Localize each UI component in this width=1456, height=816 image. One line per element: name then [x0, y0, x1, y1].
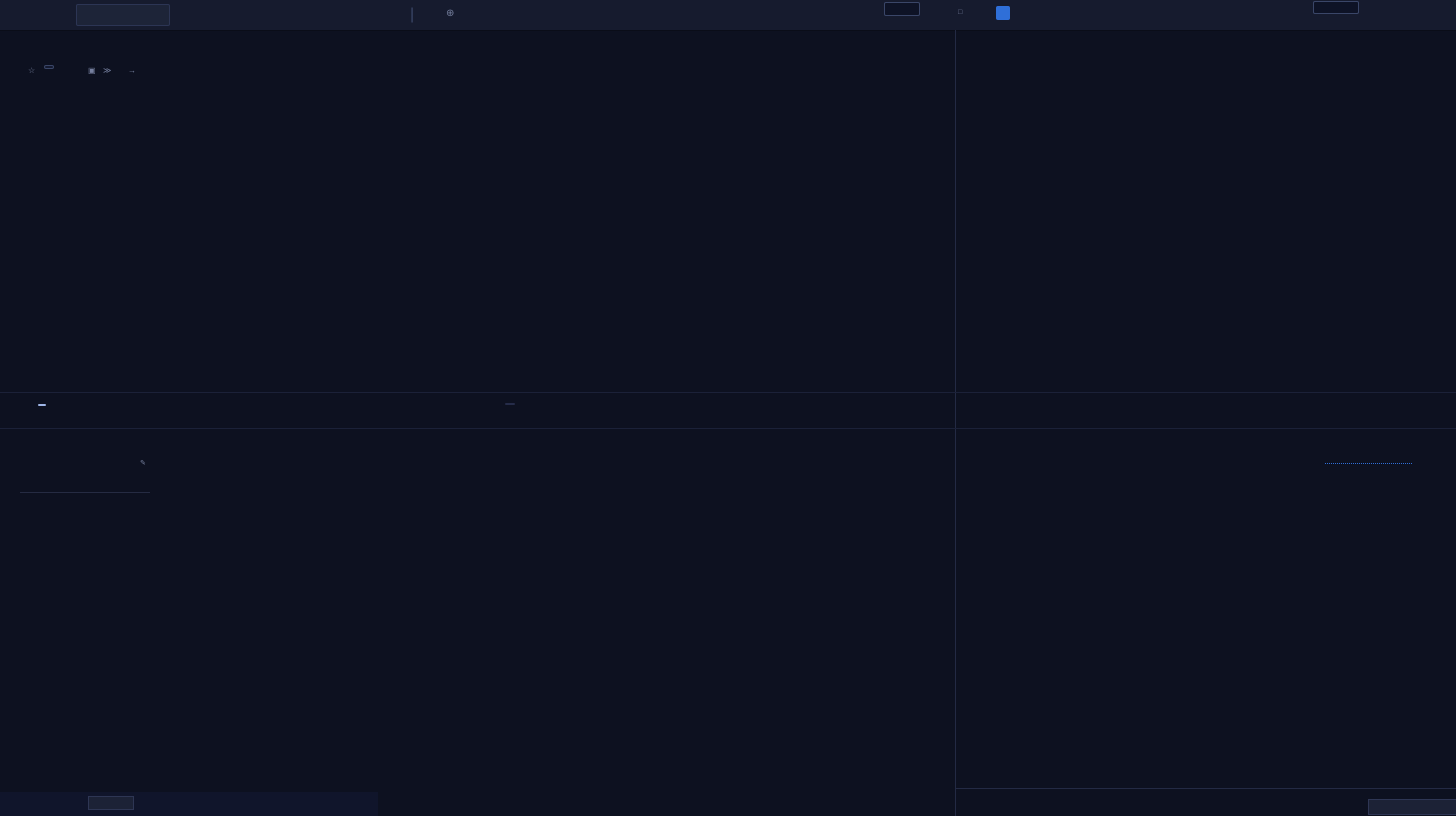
rady-button[interactable]: [88, 796, 134, 810]
refresh-icon[interactable]: □: [958, 9, 963, 16]
h-divider-2: [0, 428, 1456, 429]
symbol-chip[interactable]: [38, 404, 46, 406]
star-icon[interactable]: ☆: [28, 66, 36, 75]
pencil-icon[interactable]: ✎: [140, 460, 146, 467]
copy-icon[interactable]: ▣: [88, 66, 96, 75]
watchlist-filter[interactable]: [44, 65, 54, 69]
workspace-badge[interactable]: [76, 4, 170, 26]
topbar-separator: |: [410, 6, 415, 23]
h-divider-1: [0, 392, 1456, 393]
footer-bar: [0, 792, 378, 816]
arrow-icon[interactable]: →: [128, 66, 136, 75]
indicators-button[interactable]: [505, 403, 515, 405]
top-bar: | ⊕ □: [0, 0, 1456, 31]
topbar-mini-input-2[interactable]: [1313, 1, 1359, 14]
h-divider-3: [956, 788, 1456, 789]
br-link-dots: [1325, 463, 1412, 464]
cloud-version-button[interactable]: [1368, 799, 1456, 815]
topbar-mini-input[interactable]: [884, 2, 920, 16]
compass-icon[interactable]: ⊕: [446, 8, 455, 19]
bl-divider: [20, 492, 150, 493]
forward-icon[interactable]: ≫: [103, 66, 112, 75]
vertical-divider: [955, 30, 956, 816]
avatar[interactable]: [996, 6, 1010, 20]
